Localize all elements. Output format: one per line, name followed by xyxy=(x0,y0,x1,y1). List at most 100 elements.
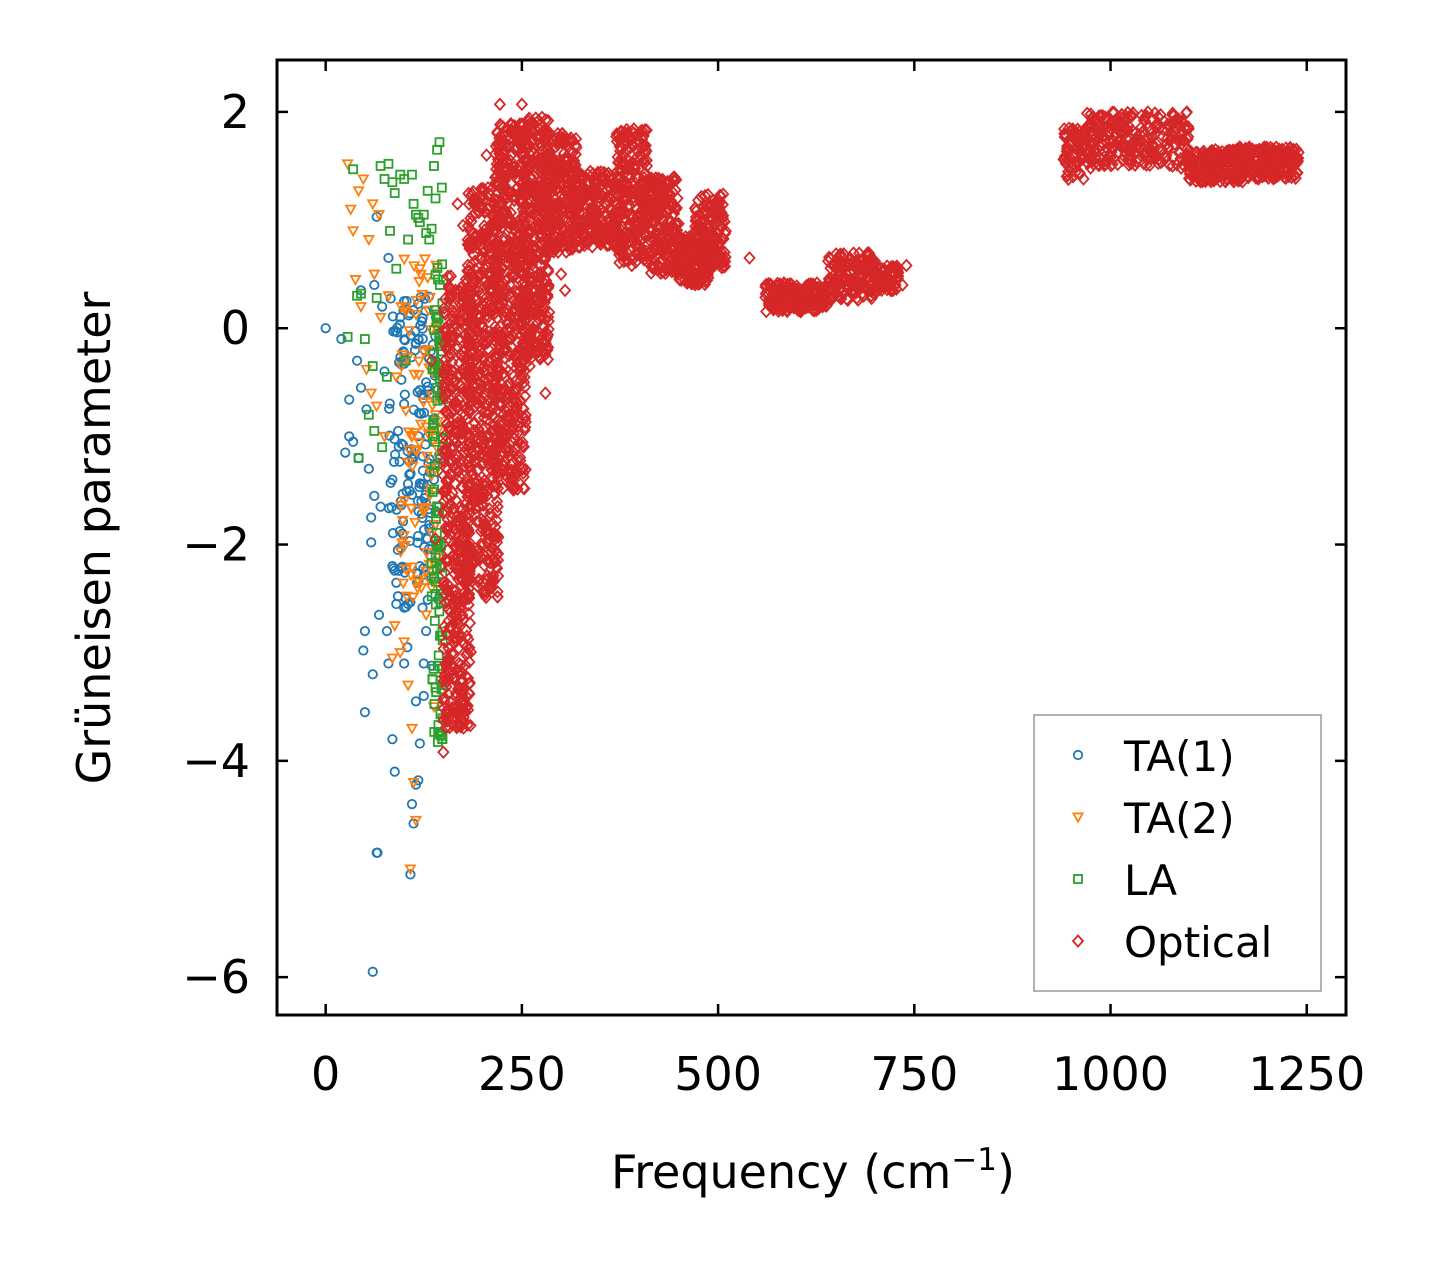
data-point xyxy=(479,397,493,412)
data-point xyxy=(700,273,714,288)
legend-entry-la: LA xyxy=(1073,856,1177,905)
data-point xyxy=(469,501,482,516)
data-point xyxy=(647,253,661,268)
data-point xyxy=(404,485,415,496)
data-point xyxy=(539,175,552,189)
data-point xyxy=(704,228,717,243)
data-point xyxy=(434,508,445,519)
data-point xyxy=(467,247,480,262)
data-point xyxy=(389,449,401,460)
data-point xyxy=(409,815,423,827)
data-point xyxy=(398,637,411,649)
data-point xyxy=(627,248,640,263)
data-point xyxy=(438,494,451,509)
data-point xyxy=(430,193,441,204)
x-axis-label-superscript: −1 xyxy=(951,1142,997,1178)
data-point xyxy=(518,380,532,394)
data-point xyxy=(869,270,882,284)
data-point xyxy=(503,215,517,230)
data-point xyxy=(472,411,485,425)
data-point xyxy=(890,282,903,296)
data-point xyxy=(363,409,374,420)
data-point xyxy=(497,435,510,450)
data-point xyxy=(468,364,481,379)
data-point xyxy=(477,487,490,502)
data-point xyxy=(573,171,587,186)
data-point xyxy=(464,333,478,348)
data-point xyxy=(441,577,454,591)
data-point xyxy=(618,210,631,225)
data-point xyxy=(429,484,439,495)
data-point xyxy=(494,460,507,475)
data-point xyxy=(1180,105,1194,119)
data-point xyxy=(790,291,804,306)
data-point xyxy=(694,269,708,283)
data-point xyxy=(419,503,432,514)
data-point xyxy=(540,128,554,143)
data-point xyxy=(464,645,478,659)
data-point xyxy=(440,417,454,431)
data-point xyxy=(457,565,470,580)
data-point xyxy=(421,625,432,637)
data-point xyxy=(493,146,506,161)
data-point xyxy=(505,251,518,266)
data-point xyxy=(385,477,396,488)
data-point xyxy=(441,269,455,284)
y-tick-label: −2 xyxy=(182,518,250,572)
data-point xyxy=(454,713,467,728)
data-point xyxy=(1204,144,1217,159)
data-point xyxy=(1105,113,1118,128)
data-point xyxy=(494,197,507,211)
data-point xyxy=(463,538,476,553)
data-point xyxy=(386,502,397,513)
data-point xyxy=(450,602,463,617)
y-tick-label: −6 xyxy=(182,950,250,1004)
data-point xyxy=(378,431,391,443)
data-point xyxy=(463,640,476,655)
data-point xyxy=(509,399,523,413)
data-point xyxy=(541,262,555,277)
data-point xyxy=(505,367,518,382)
ticks-layer: 0 250 500 750 1000 1250−6−4−202 xyxy=(182,60,1365,1101)
data-point xyxy=(515,97,529,112)
data-point xyxy=(1059,129,1072,144)
data-point xyxy=(631,149,644,164)
data-point xyxy=(414,738,425,749)
x-tick-label: 0 xyxy=(311,1047,340,1101)
data-point xyxy=(476,522,490,537)
data-point xyxy=(394,456,405,467)
data-point xyxy=(717,252,731,266)
data-point xyxy=(429,615,440,626)
data-point xyxy=(583,195,596,209)
data-point xyxy=(658,196,672,210)
data-point xyxy=(499,255,513,270)
data-point xyxy=(402,642,413,653)
y-tick-label: 2 xyxy=(221,85,250,139)
data-point xyxy=(500,188,513,202)
data-point xyxy=(855,279,868,293)
data-point xyxy=(412,356,426,368)
data-point xyxy=(404,864,417,876)
data-point xyxy=(507,326,520,340)
data-point xyxy=(490,251,504,266)
data-point xyxy=(489,554,502,569)
data-point xyxy=(462,515,475,530)
data-point xyxy=(478,363,491,377)
data-point xyxy=(673,272,686,286)
data-point xyxy=(370,401,383,413)
legend-marker xyxy=(1071,934,1085,948)
data-point xyxy=(490,513,503,528)
data-point xyxy=(601,193,614,207)
data-point xyxy=(649,174,662,189)
data-point xyxy=(369,426,380,436)
data-point xyxy=(545,185,558,199)
data-point xyxy=(470,440,484,455)
data-point xyxy=(464,211,477,226)
data-point xyxy=(1182,120,1195,134)
data-point xyxy=(1096,129,1109,143)
data-point xyxy=(651,176,665,190)
data-point xyxy=(438,379,452,394)
data-point xyxy=(398,254,411,266)
data-point xyxy=(1115,107,1128,122)
